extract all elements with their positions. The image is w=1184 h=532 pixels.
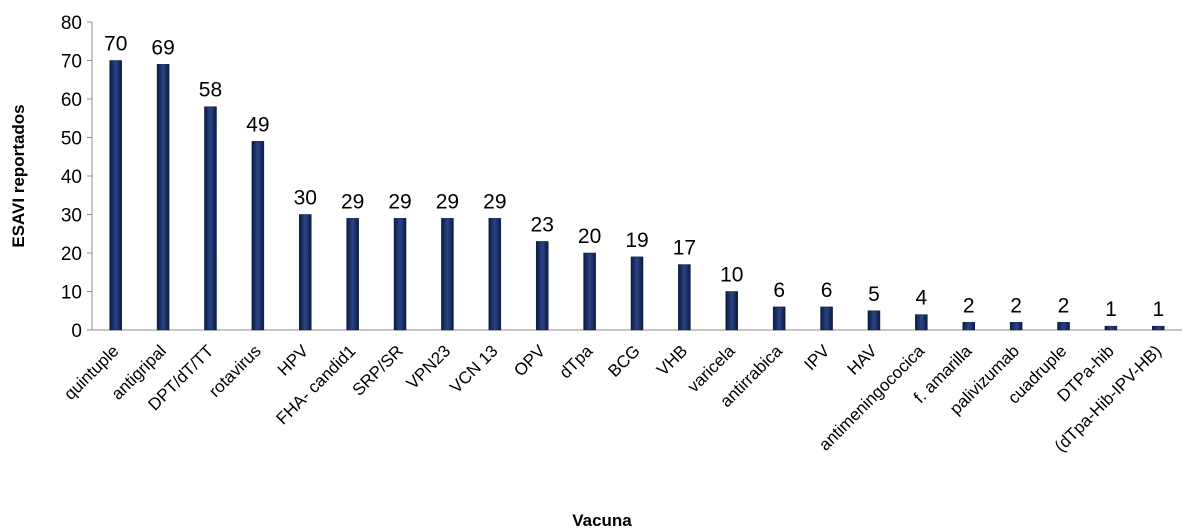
y-tick-label: 30: [61, 206, 82, 227]
bar: [346, 218, 359, 331]
y-axis: 0 10 20 30 40 50 60 70 80: [61, 13, 93, 342]
x-tick-label: VCN 13: [446, 341, 502, 397]
bar: [393, 218, 407, 331]
bar: [962, 322, 975, 331]
data-labels: 70 69 58 49 30 29 29 29 29 23 20 19 17 10 6 6 5 4 2 2 2 1 1: [104, 33, 1164, 322]
data-label: 17: [673, 237, 696, 260]
data-label: 19: [625, 229, 648, 252]
y-tick-label: 0: [71, 321, 82, 342]
y-tick-label: 40: [61, 167, 82, 188]
bar: [725, 291, 739, 331]
bar: [678, 264, 691, 331]
data-label: 58: [199, 79, 222, 102]
data-label: 70: [104, 33, 127, 56]
data-label: 2: [1010, 294, 1022, 317]
y-tick-label: 20: [61, 244, 82, 265]
data-label: 1: [1152, 298, 1164, 321]
bar: [583, 252, 596, 331]
bar: [772, 306, 786, 331]
data-label: 29: [436, 190, 459, 213]
bar: [630, 256, 644, 331]
x-tick-label: VHB: [653, 341, 691, 379]
x-axis-title: Vacuna: [572, 511, 632, 530]
bar: [1057, 322, 1070, 331]
y-tick-label: 10: [61, 283, 82, 304]
data-label: 6: [821, 279, 833, 302]
x-tick-label: OPV: [510, 341, 549, 380]
data-label: 30: [294, 187, 317, 210]
bar: [204, 106, 217, 331]
data-label: 49: [246, 113, 269, 136]
bar: [299, 214, 312, 331]
bars: [109, 60, 1165, 331]
bar: [441, 218, 454, 331]
data-label: 10: [720, 264, 743, 287]
x-tick-label: BCG: [604, 341, 643, 380]
data-label: 23: [531, 213, 554, 236]
x-tick-label: HPV: [274, 341, 313, 380]
x-tick-label: dTpa: [556, 341, 597, 382]
y-axis-title: ESAVI reportados: [9, 104, 28, 247]
bar: [488, 218, 502, 331]
x-tick-label: rotavirus: [205, 341, 265, 401]
bar: [1152, 325, 1165, 331]
bar: [109, 60, 122, 331]
y-tick-label: 60: [61, 90, 82, 111]
data-label: 29: [388, 190, 411, 213]
data-label: 69: [151, 36, 174, 59]
data-label: 29: [341, 190, 364, 213]
bar: [535, 241, 549, 331]
bar: [1104, 325, 1118, 331]
bar: [251, 141, 265, 331]
x-tick-label: SRP/SR: [349, 341, 407, 399]
data-label: 4: [916, 287, 928, 310]
data-label: 6: [773, 279, 785, 302]
data-label: 2: [963, 294, 975, 317]
data-label: 29: [483, 190, 506, 213]
x-tick-label: IPV: [801, 341, 834, 374]
y-tick-label: 80: [61, 13, 82, 34]
y-tick-label: 50: [61, 129, 82, 150]
bar: [156, 64, 170, 331]
x-tick-label: HAV: [844, 341, 882, 379]
bar: [915, 314, 928, 331]
bar: [867, 310, 881, 331]
bar: [1009, 322, 1023, 331]
data-label: 1: [1105, 298, 1117, 321]
data-label: 20: [578, 225, 601, 248]
bar: [820, 306, 833, 331]
data-label: 2: [1058, 294, 1070, 317]
y-tick-label: 70: [61, 52, 82, 73]
data-label: 5: [868, 283, 880, 306]
